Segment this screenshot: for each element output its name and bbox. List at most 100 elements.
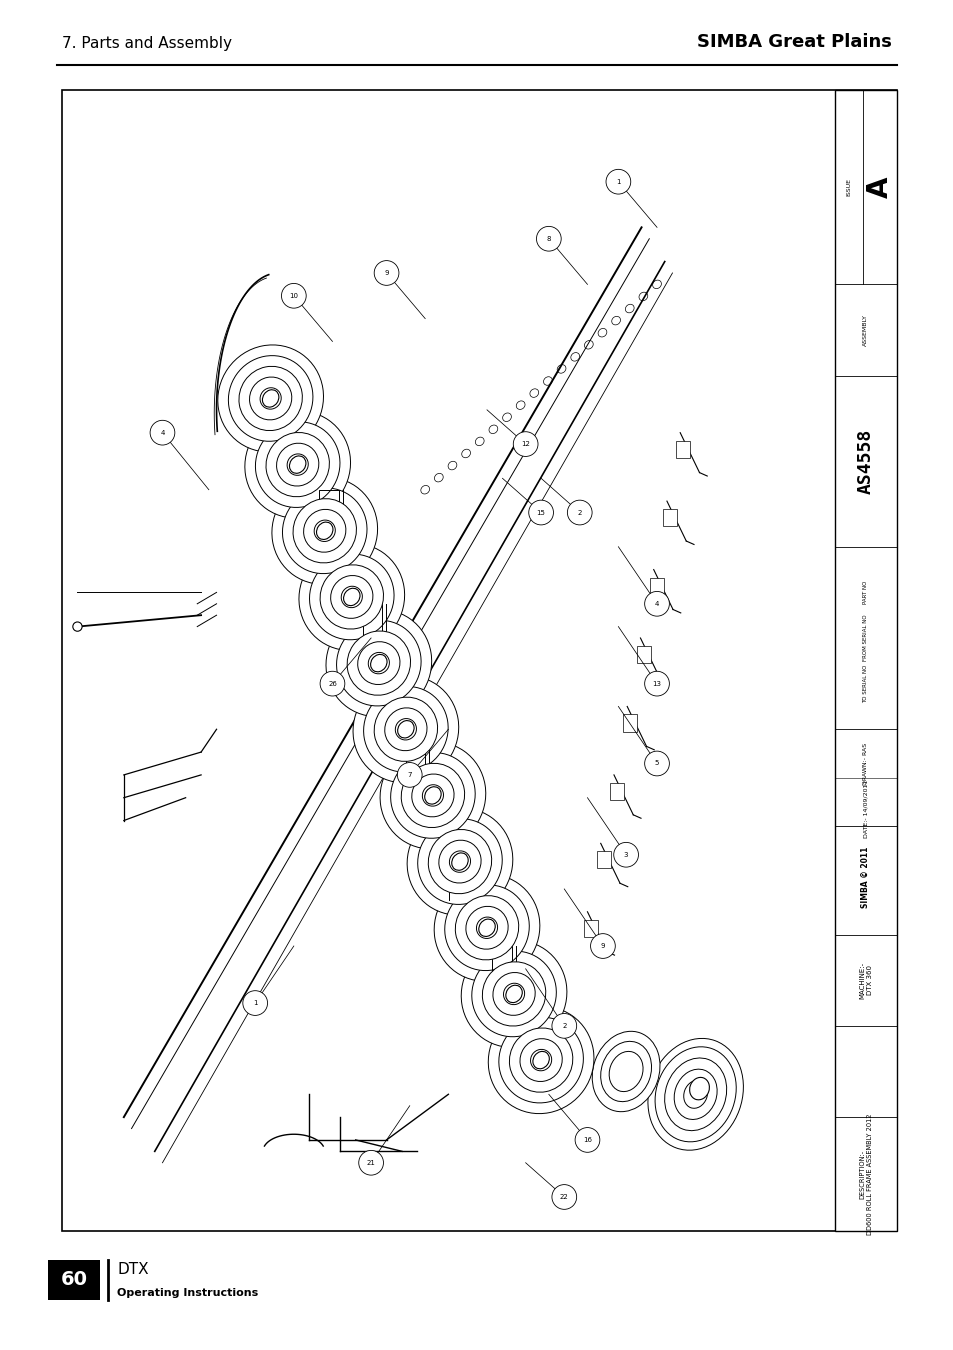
Ellipse shape: [281, 284, 306, 308]
Ellipse shape: [374, 697, 437, 761]
Text: 4: 4: [160, 429, 165, 436]
Ellipse shape: [266, 432, 329, 497]
Ellipse shape: [336, 620, 420, 706]
Ellipse shape: [674, 1069, 717, 1119]
Ellipse shape: [590, 934, 615, 958]
Ellipse shape: [357, 641, 399, 684]
Ellipse shape: [644, 751, 669, 776]
Ellipse shape: [513, 432, 537, 456]
Ellipse shape: [217, 344, 323, 452]
Ellipse shape: [449, 850, 470, 872]
Ellipse shape: [655, 1046, 736, 1142]
Ellipse shape: [298, 544, 404, 651]
Text: 10: 10: [289, 293, 298, 298]
Ellipse shape: [272, 478, 377, 585]
Text: 13: 13: [652, 680, 660, 687]
Ellipse shape: [407, 809, 513, 915]
Ellipse shape: [444, 886, 529, 971]
Ellipse shape: [250, 377, 292, 420]
Text: SIMBA © 2011: SIMBA © 2011: [861, 846, 869, 909]
Ellipse shape: [417, 818, 501, 905]
Text: 7. Parts and Assembly: 7. Parts and Assembly: [62, 36, 232, 51]
Ellipse shape: [533, 1052, 549, 1069]
Ellipse shape: [397, 763, 421, 787]
Bar: [597, 852, 610, 868]
Text: FROM SERIAL NO: FROM SERIAL NO: [862, 614, 867, 662]
Text: 2: 2: [561, 1023, 566, 1029]
Ellipse shape: [455, 895, 518, 960]
Text: 15: 15: [537, 509, 545, 516]
Ellipse shape: [341, 586, 362, 608]
Ellipse shape: [368, 652, 389, 674]
Ellipse shape: [428, 829, 491, 894]
Ellipse shape: [600, 1041, 651, 1102]
Bar: [834, 90, 896, 1231]
Ellipse shape: [434, 875, 539, 981]
Ellipse shape: [452, 853, 468, 871]
Ellipse shape: [289, 456, 306, 474]
Text: TO SERIAL NO: TO SERIAL NO: [862, 664, 867, 703]
Ellipse shape: [320, 564, 383, 629]
Ellipse shape: [331, 575, 373, 618]
Bar: [622, 714, 637, 732]
Ellipse shape: [150, 420, 174, 446]
Ellipse shape: [243, 991, 267, 1015]
Text: DESCRIPTION:-
DD600 ROLL FRAME ASSEMBLY 2012: DESCRIPTION:- DD600 ROLL FRAME ASSEMBLY …: [858, 1114, 872, 1235]
Text: 8: 8: [546, 236, 551, 242]
Ellipse shape: [519, 1038, 561, 1081]
Ellipse shape: [374, 261, 398, 285]
Text: 60: 60: [60, 1270, 88, 1289]
Text: 4: 4: [654, 601, 659, 606]
Ellipse shape: [505, 986, 521, 1003]
Ellipse shape: [314, 520, 335, 541]
Ellipse shape: [422, 784, 443, 806]
Ellipse shape: [493, 972, 535, 1015]
Ellipse shape: [613, 842, 638, 867]
Ellipse shape: [478, 919, 495, 937]
Ellipse shape: [347, 630, 410, 695]
Ellipse shape: [647, 1038, 742, 1150]
Bar: [48, 1260, 100, 1300]
Text: 21: 21: [366, 1160, 375, 1166]
Ellipse shape: [384, 707, 427, 751]
Ellipse shape: [309, 554, 394, 640]
Ellipse shape: [260, 387, 281, 409]
Text: SIMBA Great Plains: SIMBA Great Plains: [697, 34, 891, 51]
Ellipse shape: [476, 917, 497, 938]
Bar: [649, 578, 663, 594]
Ellipse shape: [262, 390, 278, 408]
Ellipse shape: [498, 1018, 583, 1103]
Text: 2: 2: [577, 509, 581, 516]
Ellipse shape: [592, 1031, 659, 1111]
Ellipse shape: [287, 454, 308, 475]
Ellipse shape: [72, 622, 82, 632]
Text: DTX: DTX: [117, 1261, 149, 1277]
Ellipse shape: [488, 1007, 594, 1114]
Ellipse shape: [255, 421, 339, 508]
Ellipse shape: [528, 500, 553, 525]
Ellipse shape: [390, 752, 475, 838]
Text: DATE:- 14/09/2011: DATE:- 14/09/2011: [862, 780, 867, 838]
Ellipse shape: [689, 1077, 709, 1100]
Text: PART NO: PART NO: [862, 580, 867, 603]
Ellipse shape: [397, 721, 414, 738]
Text: 9: 9: [384, 270, 389, 275]
Ellipse shape: [644, 591, 669, 616]
Bar: [610, 783, 623, 801]
Ellipse shape: [552, 1184, 576, 1210]
Ellipse shape: [228, 355, 313, 441]
Ellipse shape: [395, 718, 416, 740]
Text: 26: 26: [328, 680, 336, 687]
Ellipse shape: [664, 1058, 726, 1131]
Ellipse shape: [238, 366, 302, 431]
Bar: [583, 919, 597, 937]
Bar: [636, 647, 650, 663]
Ellipse shape: [683, 1080, 707, 1108]
Ellipse shape: [316, 522, 333, 540]
Text: 9: 9: [600, 944, 604, 949]
Ellipse shape: [379, 743, 485, 849]
Ellipse shape: [575, 1127, 599, 1153]
Text: 12: 12: [520, 441, 530, 447]
Ellipse shape: [276, 443, 318, 486]
Ellipse shape: [482, 961, 545, 1026]
